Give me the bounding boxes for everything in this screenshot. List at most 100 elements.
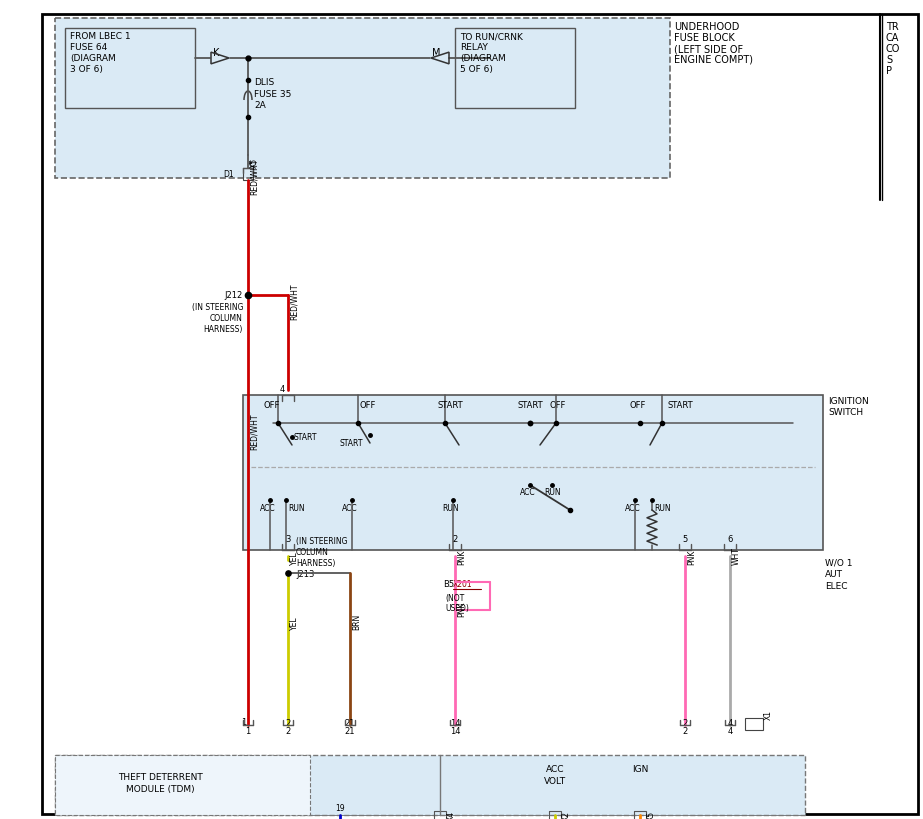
Text: YEL: YEL [290,551,299,565]
Text: D1: D1 [223,170,234,179]
Text: USED): USED) [445,604,469,613]
Text: 4: 4 [727,719,733,728]
Text: START: START [294,433,318,442]
Text: 2: 2 [452,535,458,544]
Text: W/O 1: W/O 1 [825,558,853,567]
Text: (IN STEERING: (IN STEERING [191,303,243,312]
Text: (DIAGRAM: (DIAGRAM [70,54,115,63]
Text: RED/WHT: RED/WHT [250,414,259,450]
Text: BRN: BRN [352,613,361,630]
Text: M: M [432,48,440,58]
Text: ACC: ACC [342,504,358,513]
Text: PNK: PNK [457,550,466,565]
Text: RELAY: RELAY [460,43,488,52]
Text: 14: 14 [450,719,461,728]
Text: IGNITION: IGNITION [828,397,869,406]
Text: 2: 2 [285,727,291,736]
Text: COLUMN: COLUMN [210,314,243,323]
Text: S: S [886,55,893,65]
Text: HARNESS): HARNESS) [296,559,335,568]
Text: ELEC: ELEC [825,582,847,591]
Text: DLIS: DLIS [254,78,274,87]
Text: START: START [518,401,544,410]
Text: IGN: IGN [632,765,648,774]
Text: RUN: RUN [443,504,460,513]
Bar [55,18,670,178]
Text: 6: 6 [727,535,733,544]
Text: THEFT DETERRENT: THEFT DETERRENT [117,773,202,782]
Text: K: K [213,48,219,58]
Text: COLUMN: COLUMN [296,548,329,557]
Text: FUSE 64: FUSE 64 [70,43,107,52]
Text: (NOT: (NOT [445,594,464,603]
Text: 3 OF 6): 3 OF 6) [70,65,102,74]
Text: 1: 1 [246,727,251,736]
Text: PNK: PNK [457,602,466,617]
Text: 19: 19 [335,804,345,813]
Text: TR: TR [886,22,899,32]
Text: SWITCH: SWITCH [828,408,863,417]
Text: CO: CO [886,44,900,54]
Text: 5 OF 6): 5 OF 6) [460,65,493,74]
Text: 3: 3 [285,535,291,544]
Text: 21: 21 [345,719,355,728]
Text: START: START [668,401,693,410]
Text: ACC: ACC [260,504,276,513]
Text: 1: 1 [242,718,246,727]
Text: OFF: OFF [550,401,567,410]
Bar [455,28,575,108]
Bar [634,811,646,819]
Text: HARNESS): HARNESS) [204,325,243,334]
Text: TO RUN/CRNK: TO RUN/CRNK [460,32,522,41]
Text: (DIAGRAM: (DIAGRAM [460,54,506,63]
Text: X2: X2 [562,811,571,819]
Text: J212: J212 [224,291,243,300]
Text: 4: 4 [280,385,285,394]
Bar [55,755,805,815]
Text: (LEFT SIDE OF: (LEFT SIDE OF [674,44,743,54]
Bar [243,168,253,180]
Text: VOLT: VOLT [544,777,566,786]
Text: 2: 2 [682,719,688,728]
Text: PNK: PNK [687,550,696,565]
Text: 2: 2 [682,727,688,736]
Text: FUSE 35: FUSE 35 [254,90,292,99]
Text: CA: CA [886,33,899,43]
Text: J213: J213 [296,570,315,579]
Text: ENGINE COMPT): ENGINE COMPT) [674,55,753,65]
Bar [434,811,446,819]
Text: OFF: OFF [360,401,377,410]
Bar [243,395,823,550]
Bar [55,755,310,815]
Text: 14: 14 [450,727,461,736]
Text: 4: 4 [727,727,733,736]
Text: ACC: ACC [625,504,641,513]
Text: RED/WHT: RED/WHT [290,283,299,320]
Text: OFF: OFF [264,401,281,410]
Text: RED/WHT: RED/WHT [250,159,259,195]
Text: 2A: 2A [254,101,266,110]
Text: B5: B5 [443,580,454,589]
Text: P: P [886,66,892,76]
Text: AUT: AUT [825,570,843,579]
Text: FROM LBEC 1: FROM LBEC 1 [70,32,131,41]
Text: ACC: ACC [520,488,535,497]
Bar [65,28,195,108]
Text: (IN STEERING: (IN STEERING [296,537,347,546]
Text: FUSE BLOCK: FUSE BLOCK [674,33,735,43]
Bar [549,811,561,819]
Text: YEL: YEL [290,617,299,630]
Bar [745,718,763,730]
Text: UNDERHOOD: UNDERHOOD [674,22,739,32]
Text: 5: 5 [682,535,688,544]
Text: MODULE (TDM): MODULE (TDM) [126,785,195,794]
Text: RUN: RUN [288,504,305,513]
Text: X1: X1 [764,710,773,720]
Text: OFF: OFF [630,401,646,410]
Text: X5: X5 [647,811,656,819]
Text: 2: 2 [285,719,291,728]
Text: X4: X4 [447,811,456,819]
Text: RUN: RUN [544,488,560,497]
Text: ACC: ACC [545,765,564,774]
Text: START: START [340,439,364,448]
